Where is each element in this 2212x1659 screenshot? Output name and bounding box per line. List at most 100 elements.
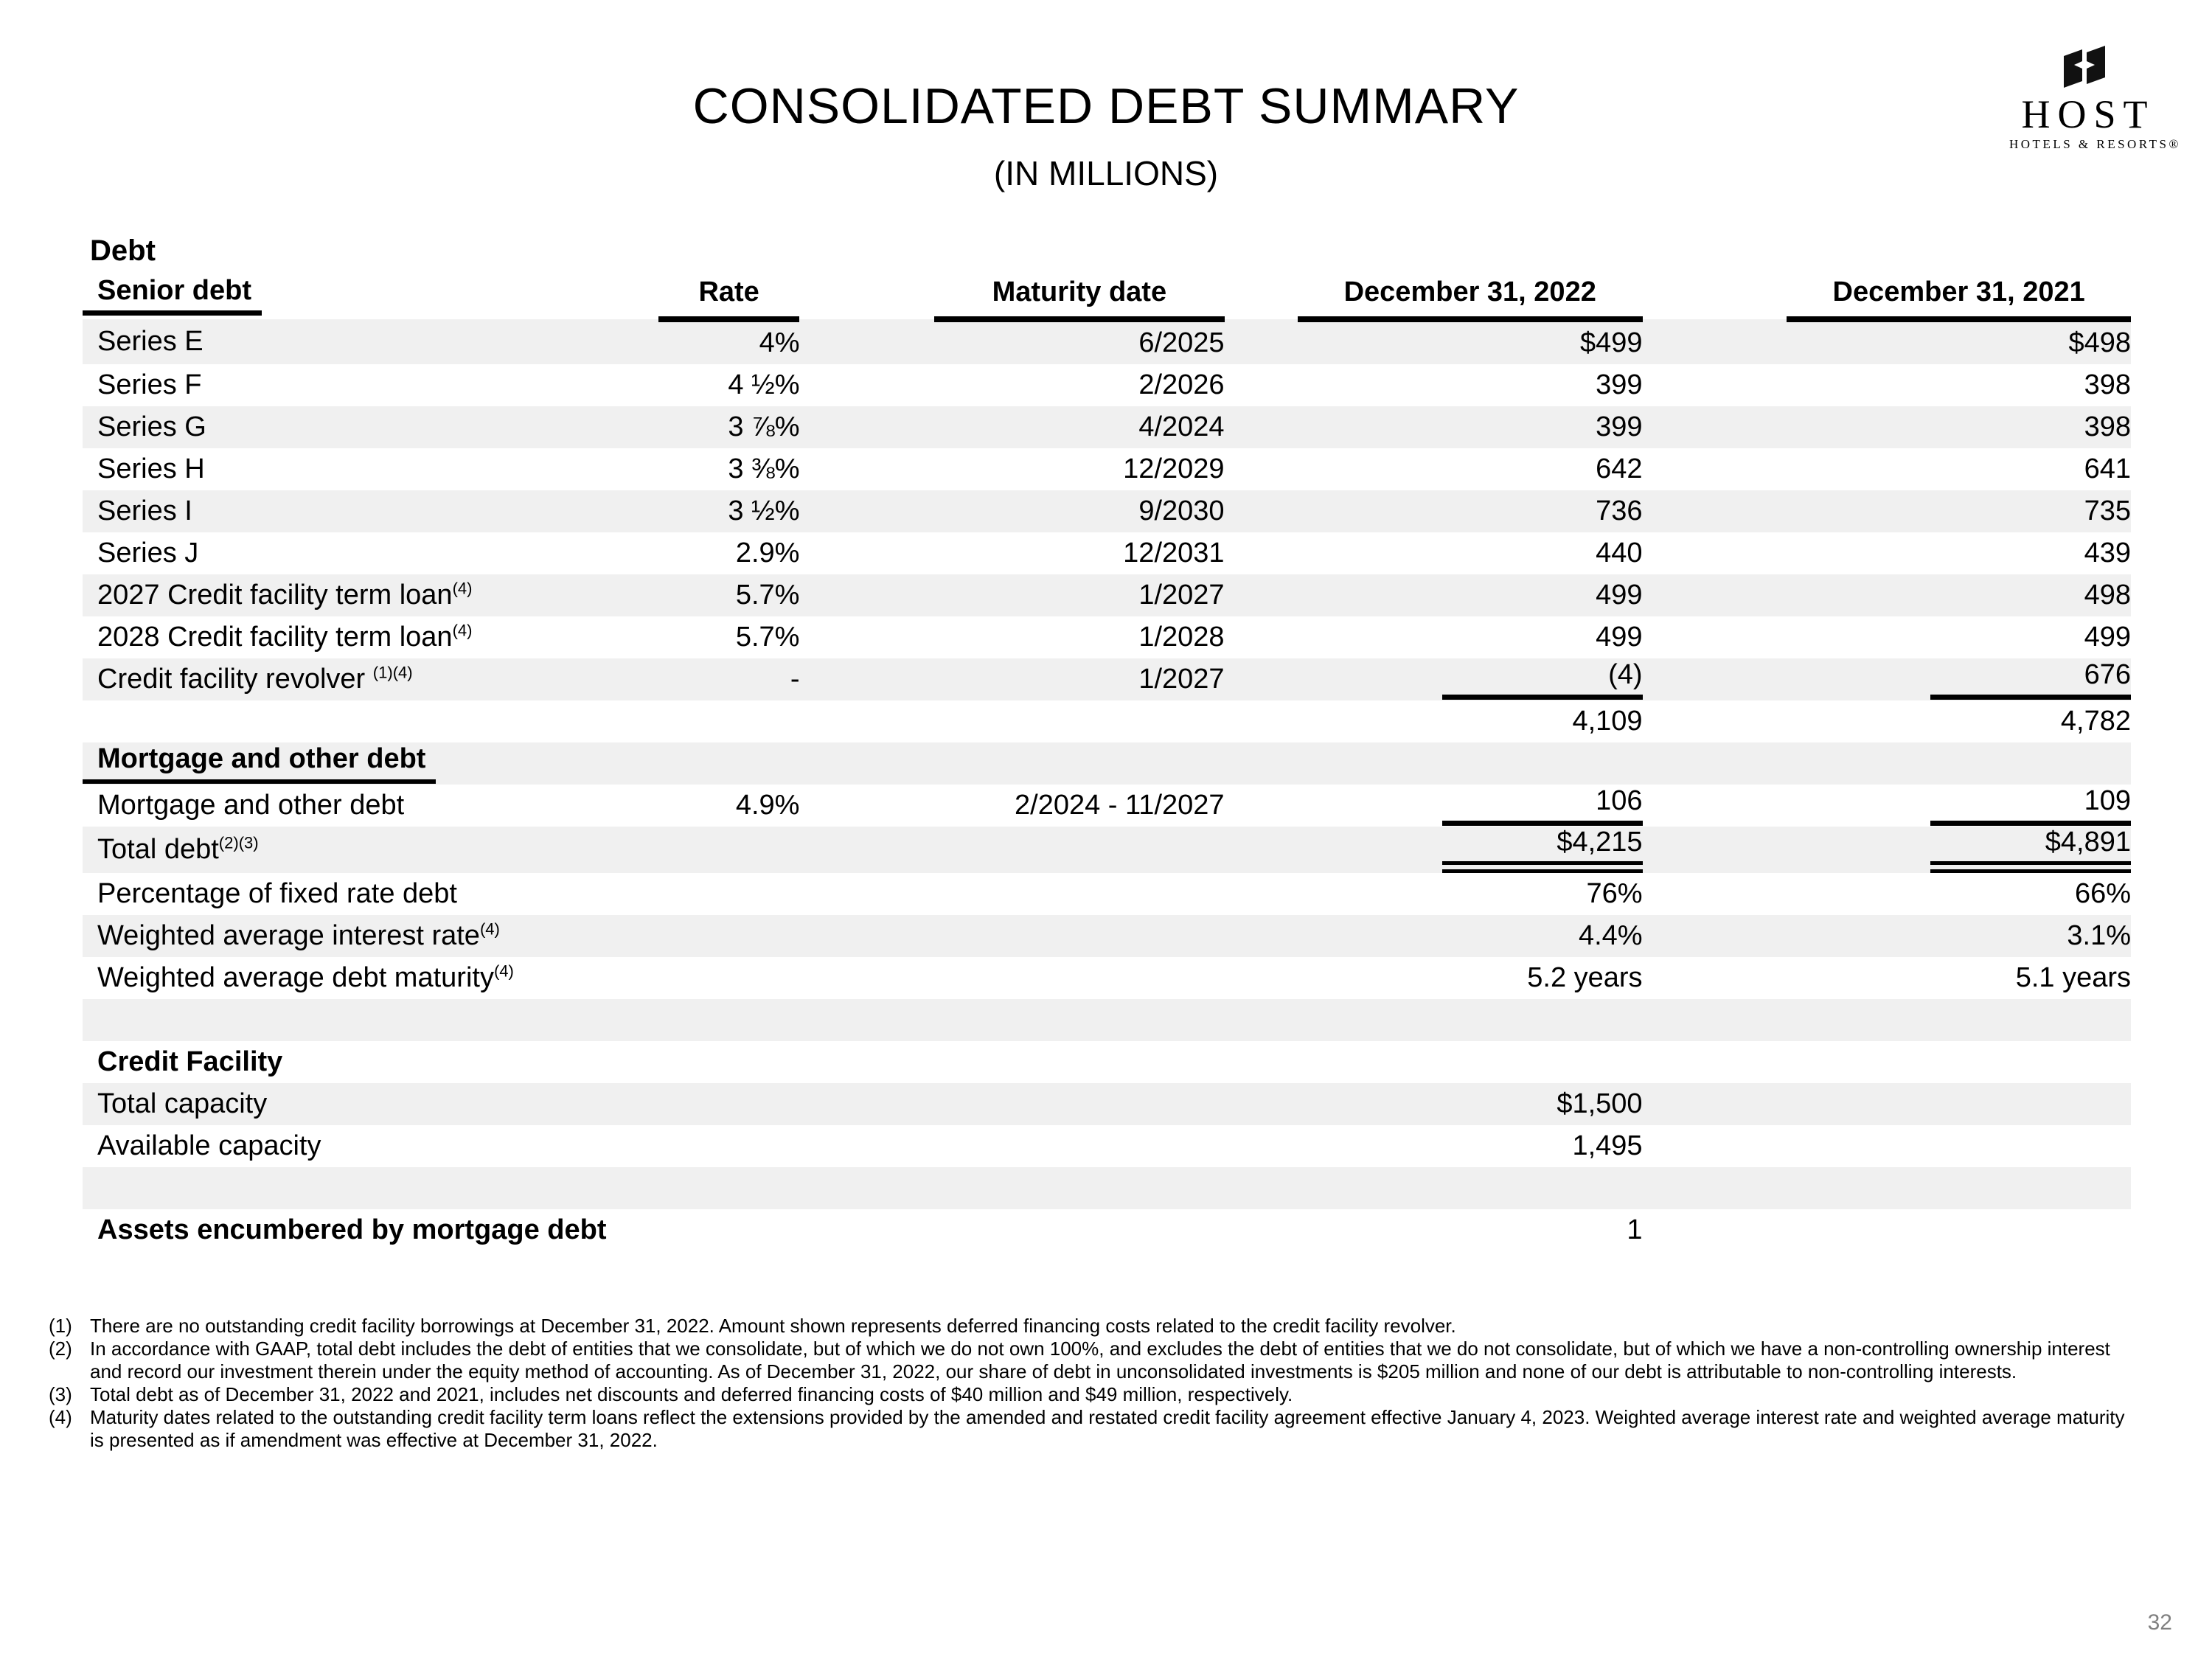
value-2022: $4,215: [1441, 827, 1643, 873]
row-label: Available capacity: [97, 1130, 321, 1161]
rate-value: -: [790, 664, 800, 695]
table-row-2028-credit-facility-term-loan: 2028 Credit facility term loan(4) 5.7% 1…: [83, 616, 2131, 658]
value-2022: $499: [1580, 327, 1643, 358]
row-label: Percentage of fixed rate debt: [97, 878, 457, 909]
page-subtitle: (IN MILLIONS): [993, 154, 1219, 192]
value-2022: 499: [1596, 580, 1643, 611]
footnote-marker: (2)(3): [218, 833, 259, 852]
value-2021: 109: [1930, 785, 2131, 826]
value-2022: 642: [1596, 453, 1643, 484]
rate-value: 4.9%: [735, 790, 800, 821]
table-section-credit-facility: Credit Facility: [83, 1041, 2131, 1083]
host-logo: HOST HOTELS & RESORTS®: [2007, 43, 2178, 150]
value-2021: 735: [2084, 495, 2131, 526]
value-2022: 5.2 years: [1527, 962, 1643, 993]
table-row-senior-debt-subtotal: 4,109 4,782: [83, 700, 2131, 742]
table-row-total-debt: Total debt(2)(3) $4,215 $4,891: [83, 827, 2131, 873]
footnote-text: Maturity dates related to the outstandin…: [90, 1406, 2125, 1451]
footnote-marker: (4): [479, 919, 500, 939]
header-senior-debt-label: Senior debt: [83, 275, 262, 316]
row-label: Series I: [97, 495, 192, 526]
footnote-1: (1) There are no outstanding credit faci…: [49, 1315, 2138, 1338]
footnote-marker: (1)(4): [372, 663, 413, 682]
table-row-available-capacity: Available capacity 1,495: [83, 1125, 2131, 1167]
footnote-text: There are no outstanding credit facility…: [90, 1315, 1456, 1337]
table-row-series-g: Series G 3 ⅞% 4/2024 399 398: [83, 406, 2131, 448]
header-rate: Rate: [658, 271, 800, 322]
value-2022: 1,495: [1572, 1130, 1643, 1161]
table-row-weighted-average-debt-maturity: Weighted average debt maturity(4) 5.2 ye…: [83, 957, 2131, 999]
row-label: Credit facility revolver: [97, 664, 373, 695]
row-label: Series H: [97, 453, 205, 484]
rate-value: 5.7%: [735, 580, 800, 611]
value-2022: (4): [1441, 659, 1643, 700]
value-2022: $1,500: [1557, 1088, 1643, 1119]
value-2021: 3.1%: [2067, 920, 2131, 951]
row-label: Weighted average debt maturity: [97, 962, 494, 993]
table-row-series-h: Series H 3 ⅜% 12/2029 642 641: [83, 448, 2131, 490]
table-row-series-f: Series F 4 ½% 2/2026 399 398: [83, 364, 2131, 406]
section-heading-debt: Debt: [90, 234, 156, 267]
rate-value: 3 ⅞%: [728, 411, 800, 442]
table-row-2027-credit-facility-term-loan: 2027 Credit facility term loan(4) 5.7% 1…: [83, 574, 2131, 616]
value-2022: 76%: [1586, 878, 1643, 909]
table-row-percentage-fixed-rate-debt: Percentage of fixed rate debt 76% 66%: [83, 873, 2131, 915]
maturity-value: 1/2027: [1138, 580, 1225, 611]
rate-value: 3 ⅜%: [728, 453, 800, 484]
rate-value: 2.9%: [735, 538, 800, 568]
table-header-row: Senior debt Rate Maturity date December …: [83, 271, 2131, 322]
subtotal-2022: 4,109: [1572, 706, 1643, 737]
maturity-value: 2/2026: [1138, 369, 1225, 400]
value-2021: 676: [1930, 659, 2131, 700]
footnote-marker: (4): [493, 961, 514, 981]
footnote-2: (2) In accordance with GAAP, total debt …: [49, 1338, 2138, 1383]
value-2021: 5.1 years: [2015, 962, 2131, 993]
value-2022: 440: [1596, 538, 1643, 568]
value-2021: 641: [2084, 453, 2131, 484]
value-2021: 398: [2084, 411, 2131, 442]
row-label: Weighted average interest rate: [97, 920, 480, 951]
maturity-value: 12/2029: [1123, 453, 1225, 484]
table-row-series-e: Series E 4% 6/2025 $499 $498: [83, 319, 2131, 364]
host-logo-wordmark: HOST: [2021, 92, 2155, 136]
row-label: Total capacity: [97, 1088, 268, 1119]
maturity-value: 9/2030: [1138, 495, 1225, 526]
row-label: Series J: [97, 538, 199, 568]
value-2021: 499: [2084, 622, 2131, 653]
mortgage-section-heading: Mortgage and other debt: [83, 743, 437, 784]
row-label: Series F: [97, 369, 202, 400]
header-december-31-2022: December 31, 2022: [1297, 271, 1643, 322]
subtotal-2021: 4,782: [2060, 706, 2131, 737]
footnote-marker: (4): [452, 621, 473, 640]
maturity-value: 12/2031: [1123, 538, 1225, 568]
footnote-text: Total debt as of December 31, 2022 and 2…: [90, 1383, 1293, 1405]
table-row-spacer: [83, 999, 2131, 1041]
maturity-value: 6/2025: [1138, 327, 1225, 358]
rate-value: 4 ½%: [728, 369, 800, 400]
rate-value: 4%: [759, 327, 800, 358]
table-row-series-j: Series J 2.9% 12/2031 440 439: [83, 532, 2131, 574]
page-title: CONSOLIDATED DEBT SUMMARY: [692, 78, 1520, 134]
value-2022: 1: [1627, 1214, 1643, 1245]
header-maturity-date: Maturity date: [934, 271, 1225, 322]
table-section-mortgage-and-other-debt: Mortgage and other debt: [83, 742, 2131, 785]
footnotes: (1) There are no outstanding credit faci…: [49, 1315, 2138, 1452]
header-december-31-2021: December 31, 2021: [1787, 271, 2131, 322]
footnote-number: (4): [49, 1406, 72, 1428]
row-label: Total debt: [97, 834, 219, 865]
value-2021: 439: [2084, 538, 2131, 568]
table-row-assets-encumbered: Assets encumbered by mortgage debt 1: [83, 1209, 2131, 1251]
row-label: Assets encumbered by mortgage debt: [97, 1214, 607, 1245]
maturity-value: 2/2024 - 11/2027: [1015, 790, 1225, 821]
footnote-4: (4) Maturity dates related to the outsta…: [49, 1406, 2138, 1452]
value-2021: 498: [2084, 580, 2131, 611]
maturity-value: 1/2027: [1138, 664, 1225, 695]
value-2021: $498: [2068, 327, 2131, 358]
page-number: 32: [2147, 1610, 2172, 1635]
value-2022: 499: [1596, 622, 1643, 653]
footnote-marker: (4): [452, 579, 473, 598]
table-row-credit-facility-revolver: Credit facility revolver (1)(4) - 1/2027…: [83, 658, 2131, 700]
footnote-text: In accordance with GAAP, total debt incl…: [90, 1338, 2110, 1382]
rate-value: 5.7%: [735, 622, 800, 653]
value-2022: 399: [1596, 411, 1643, 442]
